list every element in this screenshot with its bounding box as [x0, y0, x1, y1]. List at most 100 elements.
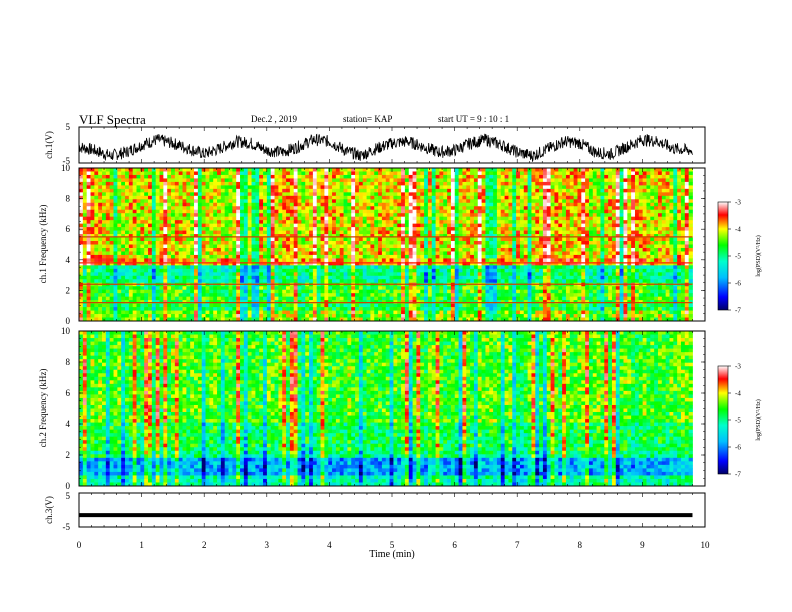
ch1-spectrogram-cell	[289, 195, 295, 200]
ch1-spectrogram-cell	[439, 234, 444, 238]
ch1-spectrogram-cell	[569, 174, 575, 179]
ch1-spectrogram-cell	[243, 174, 249, 179]
ch1-spectrogram-cell	[220, 220, 226, 225]
ch1-spectrogram-cell	[569, 168, 575, 172]
ch1-spectrogram-cell	[171, 192, 176, 197]
ch1-spectrogram-cell	[447, 261, 452, 266]
ch1-spectrogram-cell	[604, 192, 609, 197]
ch1-spectrogram-cell	[305, 174, 310, 179]
ch1-spectrogram-cell	[680, 185, 686, 190]
ch1-spectrogram-cell	[286, 209, 291, 214]
ch1-spectrogram-cell	[339, 188, 344, 193]
ch1-spectrogram-cell	[190, 247, 195, 252]
ch1-spectrogram-cell	[669, 220, 674, 225]
ch1-spectrogram-cell	[297, 268, 302, 273]
ch1-spectrogram-cell	[634, 181, 640, 186]
ch1-spectrogram-cell	[454, 247, 459, 252]
ch1-spectrogram-cell	[485, 174, 490, 179]
ch1-spectrogram-cell	[646, 168, 651, 172]
ch1-spectrogram-cell	[378, 258, 383, 263]
ch1-spectrogram-cell	[132, 185, 137, 190]
ch1-spectrogram-cell	[665, 185, 670, 190]
ch1-spectrogram-cell	[347, 244, 352, 249]
ch1-spectrogram-cell	[370, 195, 375, 200]
ch1-spectrogram-cell	[159, 181, 164, 186]
ch1-spectrogram-cell	[343, 254, 348, 259]
ch1-spectrogram-cell	[381, 258, 387, 263]
ch1-spectrogram-cell	[558, 220, 563, 225]
ch1-spectrogram-cell	[596, 188, 601, 193]
ch1-ytick-bottom: -5	[63, 156, 71, 166]
ch1-spectrogram-cell	[151, 174, 157, 179]
ch1-spectrogram-cell	[447, 244, 452, 249]
ch1-spectrogram-cell	[201, 192, 206, 197]
ch1-spectrogram-cell	[615, 174, 621, 179]
ch1-spectrogram-cell	[562, 188, 567, 193]
ch1-spectrogram-cell	[427, 265, 433, 270]
ch1-spectrogram-cell	[305, 268, 310, 273]
ch1-spectrogram-cell	[178, 272, 183, 277]
ch1-spectrogram-cell	[565, 181, 571, 186]
ch1-spectrogram-cell	[500, 237, 505, 242]
ch1-spectrogram-cell	[516, 254, 521, 259]
ch1-spectrogram-cell	[358, 220, 364, 225]
ch1-spectrogram-cell	[615, 234, 621, 238]
ch1-spectrogram-cell	[527, 220, 532, 225]
ch1-spectrogram-cell	[450, 178, 456, 183]
ch1-spectrogram-cell	[328, 241, 333, 245]
ch1-spectrogram-cell	[178, 265, 183, 270]
ch1-spectrogram-cell	[427, 234, 433, 238]
ch1-spectrogram-cell	[94, 268, 99, 273]
ch1-spectrogram-cell	[155, 237, 160, 242]
ch1-spectrogram-cell	[577, 265, 582, 270]
ch1-spectrogram-cell	[136, 199, 141, 204]
ch1-spectrogram-cell	[102, 195, 107, 200]
ch1-spectrogram-cell	[577, 241, 582, 245]
ch1-spectrogram-cell	[592, 247, 598, 252]
ch1-spectrogram-cell	[79, 178, 84, 183]
ch1-spectrogram-cell	[286, 202, 291, 207]
ch1-spectrogram-cell	[523, 209, 528, 214]
ch1-spectrogram-cell	[316, 223, 321, 228]
ch1-spectrogram-cell	[316, 178, 321, 183]
ch1-spectrogram-cell	[278, 181, 283, 186]
ch1-spectrogram-cell	[374, 241, 379, 245]
ch1-spectrogram-cell	[466, 192, 471, 197]
ch1-spectrogram-cell	[493, 185, 498, 190]
ch1-spectrogram-cell	[516, 168, 521, 172]
ch1-spectrogram-cell	[328, 272, 333, 277]
ch1-spectrogram-cell	[508, 234, 513, 238]
ch1-spectrogram-cell	[577, 209, 582, 214]
ch1-spectrogram-cell	[477, 223, 482, 228]
ch1-spectrogram-cell	[335, 251, 341, 256]
ch1-spectrogram-cell	[554, 244, 559, 249]
ch1-spectrogram-cell	[335, 258, 341, 263]
ch1-spectrogram-cell	[642, 268, 647, 273]
ch1-spectrogram-cell	[347, 188, 352, 193]
ch1-spectrogram-cell	[274, 168, 279, 172]
ch1-spectrogram-cell	[581, 178, 586, 183]
ch1-spectrogram-cell	[305, 202, 310, 207]
ch1-spectrogram-cell	[186, 213, 191, 218]
ch1-spectrogram-cell	[94, 265, 99, 270]
ch1-spectrogram-cell	[197, 251, 203, 256]
ch1-spectrogram-cell	[627, 209, 632, 214]
ch1-spectrogram-cell	[638, 188, 644, 193]
ch1-spectrogram-cell	[98, 171, 103, 176]
ch1-spectrogram-cell	[94, 168, 99, 172]
ch1-spectrogram-cell	[516, 251, 521, 256]
ch1-spectrogram-cell	[117, 178, 122, 183]
ch1-spectrogram-cell	[378, 244, 383, 249]
ch1-spectrogram-cell	[646, 254, 651, 259]
ch1-spectrogram-cell	[397, 251, 402, 256]
ch1-spectrogram-cell	[412, 216, 417, 221]
ch1-spectrogram-cell	[473, 185, 479, 190]
ch1-spectrogram-cell	[401, 188, 406, 193]
ch1-spectrogram-cell	[577, 192, 582, 197]
ch1-spectrogram-cell	[228, 268, 233, 273]
ch1-spectrogram-cell	[86, 254, 91, 259]
ch1-spectrogram-cell	[420, 181, 425, 186]
ch1-spectrogram-cell	[673, 258, 678, 263]
ch1-spectrogram-cell	[274, 181, 279, 186]
ch1-spectrogram-cell	[332, 168, 337, 172]
